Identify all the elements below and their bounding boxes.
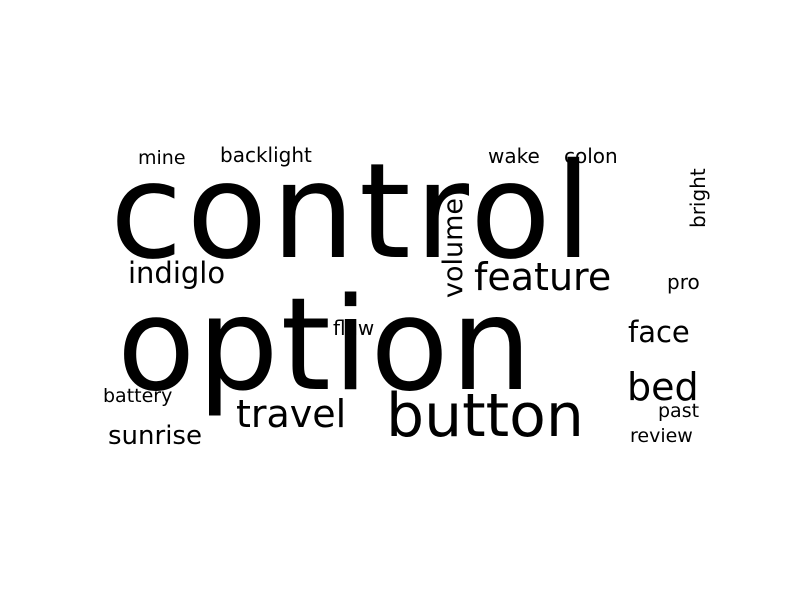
word-mine: mine [138, 147, 186, 169]
word-colon: colon [564, 144, 618, 168]
word-option: option [117, 271, 534, 420]
word-bed: bed [627, 365, 699, 409]
word-sunrise: sunrise [108, 421, 202, 451]
word-wake: wake [488, 144, 540, 168]
word-face: face [628, 315, 690, 349]
word-battery: battery [103, 385, 173, 407]
word-flaw: flaw [333, 316, 375, 340]
word-indiglo: indiglo [128, 256, 226, 290]
word-pro: pro [667, 270, 700, 294]
word-volume: volume [438, 197, 469, 298]
word-review: review [630, 425, 693, 447]
word-control: control [110, 135, 596, 289]
word-travel: travel [236, 392, 347, 436]
word-past: past [658, 400, 700, 422]
word-bright: bright [686, 168, 710, 228]
word-button: button [386, 381, 584, 451]
word-backlight: backlight [220, 143, 312, 167]
word-feature: feature [474, 255, 612, 299]
